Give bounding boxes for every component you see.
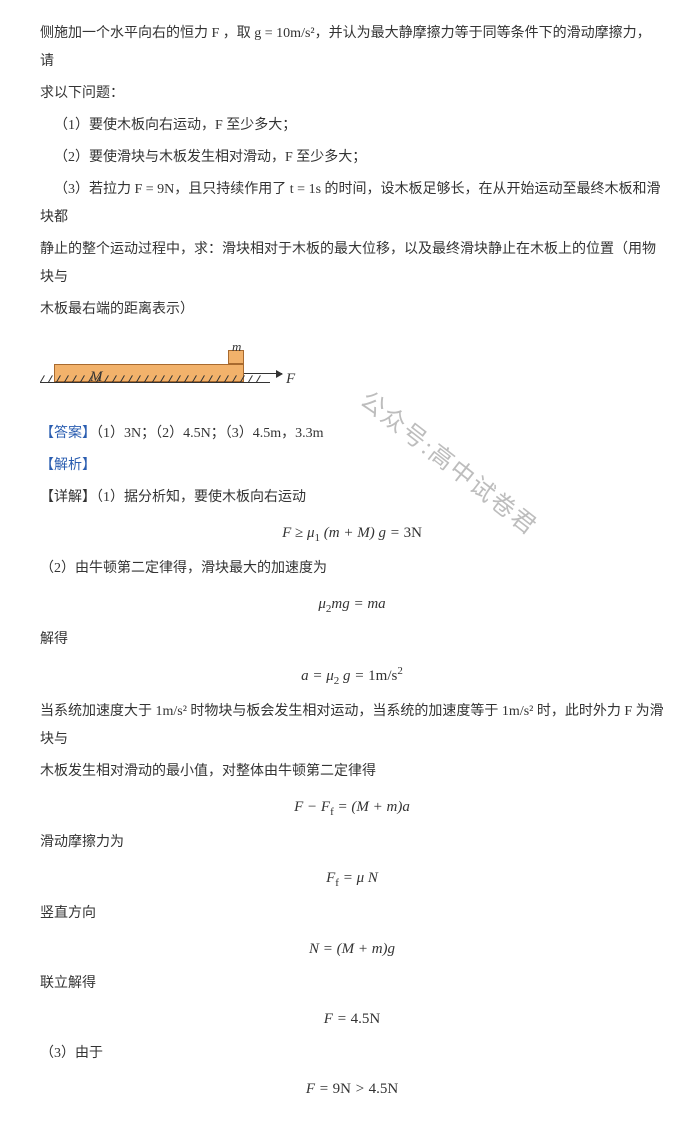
formula-1: F ≥ μ1 (m + M) g = 3N — [40, 518, 664, 549]
formula-8: F = 9N > 4.5N — [40, 1074, 664, 1104]
question-2: （2）要使滑块与木板发生相对滑动，F 至少多大； — [40, 144, 664, 172]
answer-text: （1）3N；（2）4.5N；（3）4.5m，3.3m — [96, 426, 324, 441]
detail-p1: （1）据分析知，要使木板向右运动 — [96, 490, 306, 505]
detail-p3: 解得 — [40, 626, 664, 654]
detail-label: 【详解】 — [40, 490, 96, 505]
question-3-line: （3）若拉力 F = 9N，且只持续作用了 t = 1s 的时间，设木板足够长，… — [40, 176, 664, 232]
detail-p8: （3）由于 — [40, 1040, 664, 1068]
formula-7: F = 4.5N — [40, 1004, 664, 1034]
analysis-label-line: 【解析】 — [40, 452, 664, 480]
formula-6: N = (M + m)g — [40, 934, 664, 964]
analysis-label: 【解析】 — [40, 458, 96, 473]
question-3-line: 木板最右端的距离表示） — [40, 296, 664, 324]
detail-p5: 滑动摩擦力为 — [40, 829, 664, 857]
label-F: F — [286, 364, 295, 394]
answer-label: 【答案】 — [40, 426, 96, 441]
question-1: （1）要使木板向右运动，F 至少多大； — [40, 112, 664, 140]
detail-p2: （2）由牛顿第二定律得，滑块最大的加速度为 — [40, 555, 664, 583]
label-M: M — [90, 362, 103, 392]
formula-5: Ff = μ N — [40, 863, 664, 894]
label-m: m — [232, 334, 241, 360]
formula-2: μ2mg = ma — [40, 589, 664, 620]
formula-4: F − Ff = (M + m)a — [40, 792, 664, 823]
formula-3: a = μ2 g = 1m/s2 — [40, 660, 664, 692]
answer-line: 【答案】（1）3N；（2）4.5N；（3）4.5m，3.3m — [40, 420, 664, 448]
question-3-line: 静止的整个运动过程中，求：滑块相对于木板的最大位移，以及最终滑块静止在木板上的位… — [40, 236, 664, 292]
problem-line: 求以下问题： — [40, 80, 664, 108]
force-arrow — [244, 373, 282, 374]
detail-p4a: 当系统加速度大于 1m/s² 时物块与板会发生相对运动，当系统的加速度等于 1m… — [40, 698, 664, 754]
problem-line: 侧施加一个水平向右的恒力 F ，取 g = 10m/s²，并认为最大静摩擦力等于… — [40, 20, 664, 76]
diagram-plank-block: M m F — [40, 342, 300, 402]
ground-shape — [40, 382, 270, 394]
detail-p6: 竖直方向 — [40, 900, 664, 928]
detail-p4b: 木板发生相对滑动的最小值，对整体由牛顿第二定律得 — [40, 758, 664, 786]
detail-line: 【详解】（1）据分析知，要使木板向右运动 — [40, 484, 664, 512]
detail-p7: 联立解得 — [40, 970, 664, 998]
